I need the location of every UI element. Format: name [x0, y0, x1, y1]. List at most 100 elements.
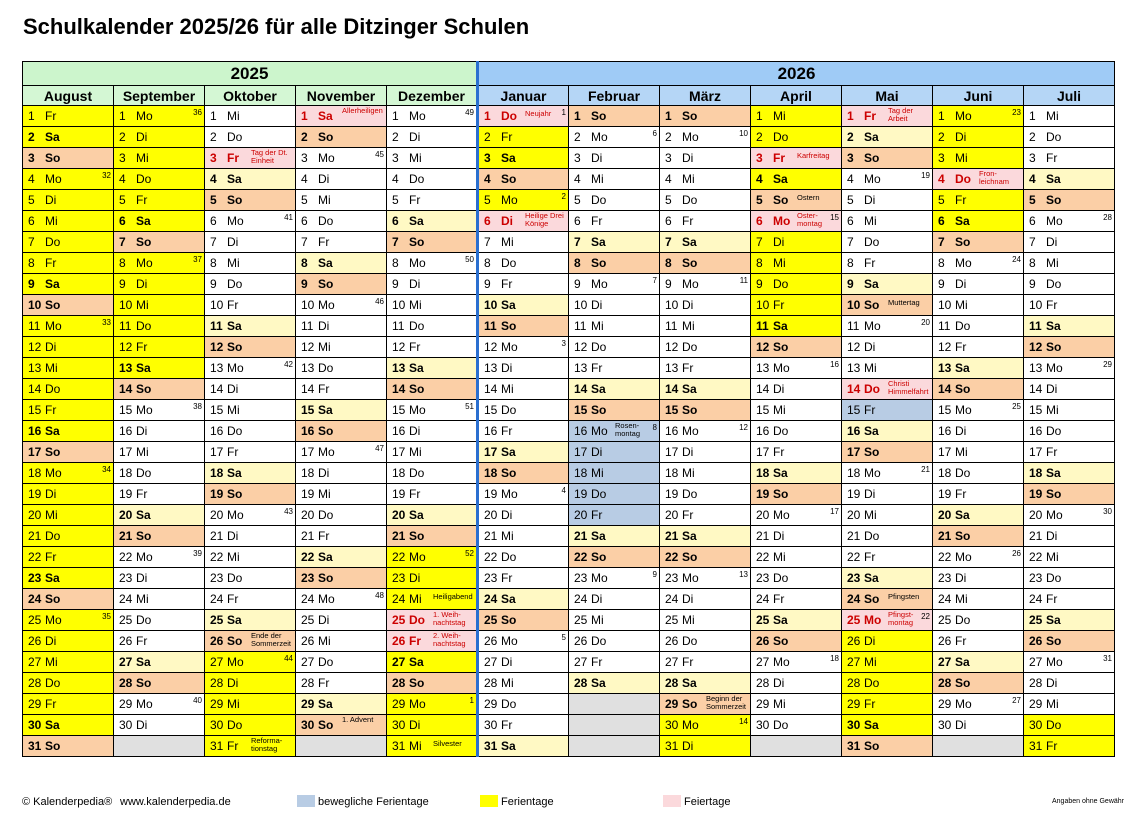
weekday-label: Sa: [1046, 466, 1061, 480]
day-cell: 26 Do: [659, 630, 751, 652]
weekday-label: Fr: [864, 256, 876, 270]
empty-cell: [750, 735, 842, 757]
day-number: 24: [301, 592, 315, 606]
weekday-label: Sa: [501, 445, 516, 459]
day-cell: 5 Fr: [932, 189, 1024, 211]
day-number: 13: [119, 361, 133, 375]
day-cell: 2 Di: [932, 126, 1024, 148]
day-cell: 21 Do: [841, 525, 933, 547]
day-number: 9: [484, 277, 491, 291]
day-number: 3: [392, 151, 399, 165]
day-cell: 26 Di: [841, 630, 933, 652]
weekday-label: Do: [591, 487, 607, 501]
day-cell: 30 Do: [750, 714, 842, 736]
month-header-mai: Mai: [841, 85, 933, 106]
day-cell: 3 Fr: [1023, 147, 1115, 169]
day-number: 20: [756, 508, 770, 522]
week-number: 43: [284, 507, 293, 516]
day-number: 30: [301, 718, 315, 732]
weekday-label: Mi: [864, 214, 877, 228]
weekday-label: Mo: [501, 487, 518, 501]
day-cell: 12 Fr: [386, 336, 478, 358]
week-number: 49: [465, 108, 474, 117]
weekday-label: Do: [1046, 571, 1062, 585]
day-number: 27: [665, 655, 679, 669]
day-row: 15 Fr 15 Mo 38 15 Mi 15 Sa 15 Mo 51 15 Do 15 So 15 So 15 Mi…: [22, 399, 1115, 421]
weekday-label: Mo: [773, 361, 790, 375]
day-number: 18: [756, 466, 770, 480]
weekday-label: Di: [864, 634, 876, 648]
day-number: 19: [938, 487, 952, 501]
day-number: 24: [210, 592, 224, 606]
weekday-label: Do: [773, 277, 789, 291]
day-cell: 29 Mo 27: [932, 693, 1024, 715]
day-cell: 22 Mi: [1023, 546, 1115, 568]
day-number: 22: [938, 550, 952, 564]
day-cell: 24 So: [22, 588, 114, 610]
day-cell: 9 Do: [204, 273, 296, 295]
week-number: 1: [469, 696, 474, 705]
weekday-label: Mi: [45, 214, 58, 228]
day-number: 21: [210, 529, 224, 543]
weekday-label: Mi: [45, 655, 58, 669]
weekday-label: Mo: [409, 697, 426, 711]
day-cell: 14 Fr: [295, 378, 387, 400]
day-number: 17: [574, 445, 588, 459]
day-number: 20: [301, 508, 315, 522]
day-cell: 15 So: [659, 399, 751, 421]
weekday-label: Do: [955, 172, 971, 186]
weekday-label: Mi: [1046, 403, 1059, 417]
day-cell: 16 Sa: [22, 420, 114, 442]
weekday-label: Di: [955, 718, 967, 732]
day-cell: 29 Mo 1: [386, 693, 478, 715]
day-number: 13: [210, 361, 224, 375]
week-number: 6: [652, 129, 657, 138]
weekday-label: Di: [682, 739, 694, 753]
weekday-label: Fr: [136, 487, 148, 501]
day-number: 22: [301, 550, 315, 564]
day-number: 9: [119, 277, 126, 291]
day-cell: 31 So: [841, 735, 933, 757]
disclaimer: Angaben ohne Gewähr: [1052, 798, 1124, 805]
website-link[interactable]: www.kalenderpedia.de: [120, 796, 231, 808]
day-number: 7: [210, 235, 217, 249]
day-number: 9: [574, 277, 581, 291]
weekday-label: Mi: [136, 151, 149, 165]
weekday-label: Do: [136, 172, 152, 186]
week-number: 11: [739, 276, 748, 285]
day-cell: 6 Mi: [22, 210, 114, 232]
year-2025-header: 2025: [22, 61, 478, 86]
day-cell: 25 Do 1. Weih-nachtstag: [386, 609, 478, 631]
day-cell: 23 Sa: [22, 567, 114, 589]
day-cell: 14 So: [932, 378, 1024, 400]
day-number: 27: [1029, 655, 1043, 669]
holiday-note: Allerheiligen: [342, 106, 383, 115]
weekday-label: Do: [409, 319, 425, 333]
weekday-label: So: [227, 193, 243, 207]
day-number: 29: [665, 697, 679, 711]
day-number: 11: [484, 319, 497, 333]
weekday-label: Mo: [1046, 508, 1063, 522]
day-cell: 29 Mi: [1023, 693, 1115, 715]
weekday-label: Mo: [136, 109, 153, 123]
holiday-note: Tag der Dt. Einheit: [251, 148, 288, 165]
weekday-label: Fr: [591, 508, 603, 522]
day-cell: 3 Mi: [386, 147, 478, 169]
day-cell: 25 Mo Pfingst-montag 22: [841, 609, 933, 631]
day-cell: 25 Sa: [1023, 609, 1115, 631]
day-number: 1: [484, 109, 491, 123]
weekday-label: Di: [591, 151, 603, 165]
day-cell: 6 Sa: [932, 210, 1024, 232]
weekday-label: Mi: [773, 403, 786, 417]
day-number: 20: [210, 508, 224, 522]
day-cell: 17 Sa: [476, 441, 569, 463]
day-row: 16 Sa 16 Di 16 Do 16 So 16 Di 16 Fr 16 Mo Rosen-montag…: [22, 420, 1115, 442]
weekday-label: Mi: [136, 298, 149, 312]
day-cell: 26 Fr 2. Weih-nachtstag: [386, 630, 478, 652]
day-number: 16: [1029, 424, 1043, 438]
day-cell: 3 Sa: [476, 147, 569, 169]
weekday-label: Mi: [682, 172, 695, 186]
day-cell: 8 So: [568, 252, 660, 274]
day-number: 18: [301, 466, 315, 480]
day-cell: 15 Fr: [841, 399, 933, 421]
